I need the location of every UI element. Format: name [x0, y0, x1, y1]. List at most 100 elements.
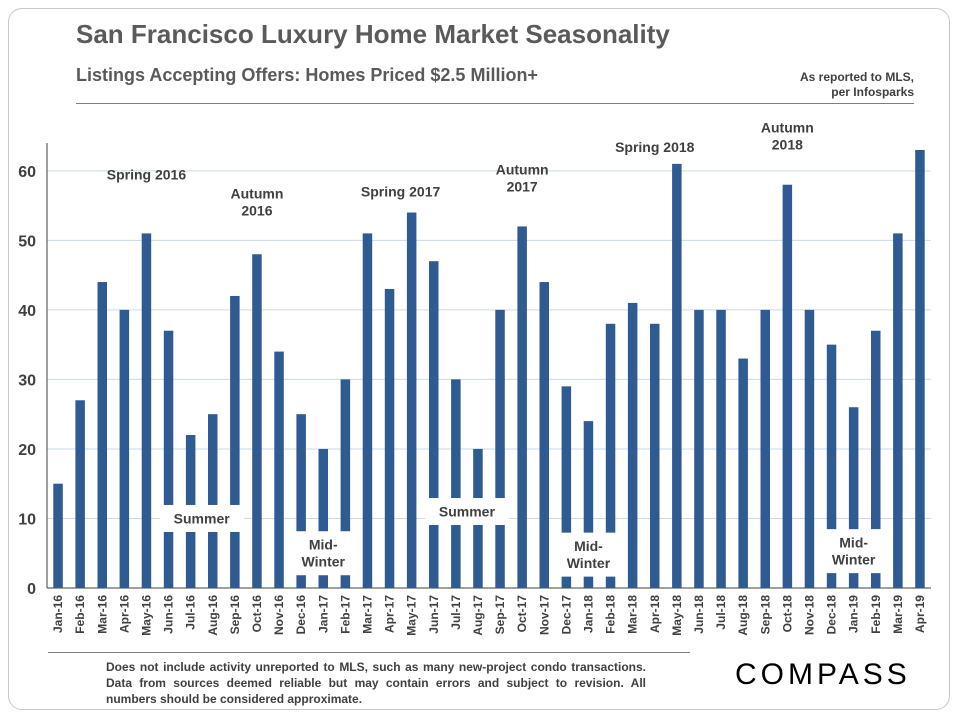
x-tick-label: Jan-17: [316, 595, 330, 633]
x-tick-label: Oct-16: [250, 595, 264, 633]
bar: [716, 309, 726, 588]
annotation-label: Mid-: [309, 537, 338, 553]
y-tick-label: 20: [18, 442, 36, 459]
x-tick-label: Aug-16: [206, 595, 220, 636]
annotation-label: Autumn: [231, 186, 284, 202]
x-tick-label: Feb-19: [869, 595, 883, 634]
annotation-label: 2017: [507, 178, 538, 194]
annotation-label: Summer: [174, 510, 231, 526]
x-tick-label: Aug-18: [736, 595, 750, 636]
annotation-label: Autumn: [761, 120, 814, 136]
x-tick-label: Sep-18: [758, 595, 772, 635]
bar: [760, 309, 770, 588]
x-tick-label: Mar-18: [626, 595, 640, 634]
bar: [208, 414, 218, 588]
bar: [893, 233, 903, 588]
x-tick-label: Oct-17: [515, 595, 529, 633]
bar: [119, 309, 130, 588]
annotation-label: Autumn: [496, 161, 549, 177]
bar: [75, 400, 85, 588]
y-tick-label: 40: [18, 303, 36, 320]
x-tick-label: Nov-16: [272, 595, 286, 635]
x-tick-label: Apr-19: [913, 595, 927, 633]
annotation-box: [288, 531, 359, 576]
y-tick-label: 0: [27, 581, 36, 598]
x-tick-label: Dec-17: [559, 595, 573, 635]
annotation-box: [553, 532, 624, 577]
bar: [738, 358, 748, 588]
bar: [318, 448, 328, 588]
bar: [782, 184, 793, 588]
bar: [650, 323, 660, 588]
annotation-label: Spring 2017: [361, 184, 441, 200]
x-tick-label: May-18: [670, 595, 684, 636]
bar: [848, 407, 859, 588]
chart-title: San Francisco Luxury Home Market Seasona…: [76, 19, 670, 49]
x-tick-label: Sep-17: [493, 595, 507, 635]
x-tick-label: Jan-16: [51, 595, 65, 633]
x-tick-label: Oct-18: [780, 595, 794, 633]
bar: [406, 212, 417, 588]
x-tick-label: May-16: [139, 595, 153, 636]
bar: [97, 282, 107, 588]
x-tick-label: Sep-16: [228, 595, 242, 635]
x-tick-label: Apr-17: [383, 595, 397, 633]
bar: [871, 330, 881, 588]
x-tick-label: Nov-18: [802, 595, 816, 635]
slide-frame: [8, 8, 950, 710]
chart-subtitle: Listings Accepting Offers: Homes Priced …: [76, 65, 538, 85]
x-tick-label: Nov-17: [537, 595, 551, 635]
bar: [230, 295, 240, 588]
source-note-line1: As reported to MLS,: [799, 70, 914, 84]
annotation-box: [425, 498, 509, 526]
footer-divider: [48, 652, 690, 653]
annotation-label: 2016: [241, 203, 272, 219]
y-tick-label: 50: [18, 233, 36, 250]
x-tick-label: Jun-16: [162, 595, 176, 634]
x-tick-label: Apr-16: [117, 595, 131, 633]
bar: [451, 379, 461, 588]
x-tick-label: Jun-18: [692, 595, 706, 634]
bar: [141, 233, 152, 588]
x-tick-label: Dec-18: [825, 595, 839, 635]
annotation-label: Summer: [439, 504, 496, 520]
annotation-label: Winter: [832, 552, 876, 568]
bar: [694, 309, 704, 588]
x-tick-label: Jul-18: [714, 595, 728, 630]
annotation-label: Spring 2016: [107, 166, 187, 182]
x-tick-label: Feb-16: [73, 595, 87, 634]
source-note: As reported to MLS, per Infosparks: [700, 70, 914, 100]
bar: [627, 302, 638, 588]
annotation-label: Winter: [302, 554, 346, 570]
bar: [340, 379, 351, 588]
y-tick-label: 10: [18, 511, 36, 528]
bar: [296, 414, 306, 588]
x-tick-label: Jan-19: [847, 595, 861, 633]
disclaimer-text: Does not include activity unreported to …: [106, 660, 646, 706]
bar: [163, 330, 174, 588]
bar: [804, 309, 815, 588]
bar: [384, 289, 395, 588]
annotation-label: Mid-: [839, 535, 868, 551]
bar: [362, 233, 373, 588]
bar: [915, 149, 925, 588]
x-tick-label: Mar-19: [891, 595, 905, 634]
y-tick-label: 60: [18, 164, 36, 181]
x-tick-label: Feb-17: [338, 595, 352, 634]
annotation-label: Spring 2018: [615, 139, 695, 155]
bar: [561, 386, 572, 588]
x-tick-label: Jan-18: [581, 595, 595, 633]
x-tick-label: Jul-17: [449, 595, 463, 630]
bar: [826, 344, 837, 588]
annotation-box: [818, 529, 889, 574]
annotation-label: 2018: [772, 137, 803, 153]
annotation-box: [159, 504, 244, 532]
bar: [495, 309, 505, 588]
compass-logo: COMPASS: [735, 658, 911, 691]
y-tick-label: 30: [18, 372, 36, 389]
bar: [539, 282, 549, 588]
x-tick-label: Dec-16: [294, 595, 308, 635]
x-tick-label: Jun-17: [427, 595, 441, 634]
annotation-label: Mid-: [574, 538, 603, 554]
